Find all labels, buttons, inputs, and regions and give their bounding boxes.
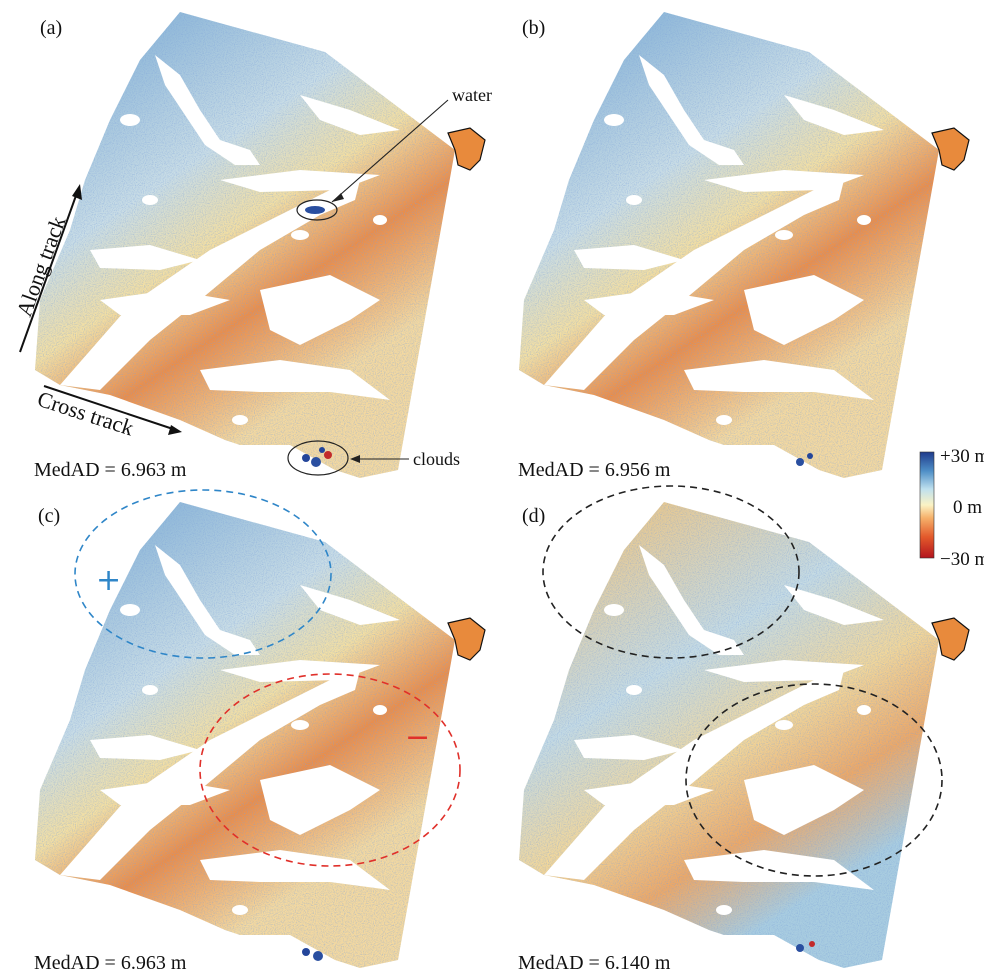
- water-arrowhead: [332, 193, 344, 202]
- medad-c: MedAD = 6.963 m: [34, 952, 187, 974]
- positive-ellipse: [74, 489, 332, 659]
- cross-track-arrow: [43, 385, 177, 431]
- dem-map-c: [35, 502, 486, 968]
- water-patch: [305, 206, 325, 214]
- water-arrow: [331, 99, 449, 203]
- clouds-patch: [302, 447, 332, 467]
- water-ellipse: [296, 199, 338, 221]
- along-track-arrow: [19, 189, 79, 353]
- panel-label-d: (d): [522, 505, 545, 527]
- colorbar-gradient: [919, 451, 935, 559]
- panel-c: (c) + − MedAD = 6.963 m: [34, 489, 486, 974]
- colorbar: +30 m 0 m −30 m: [919, 446, 984, 570]
- panel-d: (d) MedAD = 6.140 m: [518, 485, 970, 974]
- colorbar-min-label: −30 m: [940, 549, 984, 570]
- water-label: water: [452, 85, 492, 105]
- plus-sign: +: [96, 563, 121, 598]
- clouds-label: clouds: [413, 449, 460, 469]
- clouds-ellipse: [287, 440, 349, 476]
- colorbar-max-label: +30 m: [940, 446, 984, 467]
- panel-b: (b) MedAD = 6.956 m: [518, 12, 970, 481]
- glacier-patch-a: [447, 127, 486, 171]
- along-track-arrowhead: [72, 184, 82, 200]
- dem-map-d: [519, 502, 970, 968]
- dem-map-a: [35, 12, 486, 478]
- glacier-patch-c: [447, 617, 486, 661]
- medad-d: MedAD = 6.140 m: [518, 952, 671, 974]
- lower-black-ellipse: [685, 683, 943, 877]
- minus-sign: −: [405, 720, 430, 755]
- colorbar-mid-label: 0 m: [953, 497, 982, 518]
- panel-a: (a) MedAD = 6.963 m water clouds Along t…: [11, 12, 492, 481]
- glacier-patch-d: [931, 617, 970, 661]
- glacier-patch-b: [931, 127, 970, 171]
- medad-a: MedAD = 6.963 m: [34, 459, 187, 481]
- panel-label-c: (c): [38, 505, 60, 527]
- negative-ellipse: [199, 673, 461, 867]
- upper-black-ellipse: [542, 485, 800, 659]
- cross-track-arrowhead: [168, 425, 182, 435]
- panel-label-b: (b): [522, 17, 545, 39]
- panel-label-a: (a): [40, 17, 62, 39]
- clouds-arrowhead: [350, 455, 360, 463]
- dem-map-b: [519, 12, 970, 478]
- medad-b: MedAD = 6.956 m: [518, 459, 671, 481]
